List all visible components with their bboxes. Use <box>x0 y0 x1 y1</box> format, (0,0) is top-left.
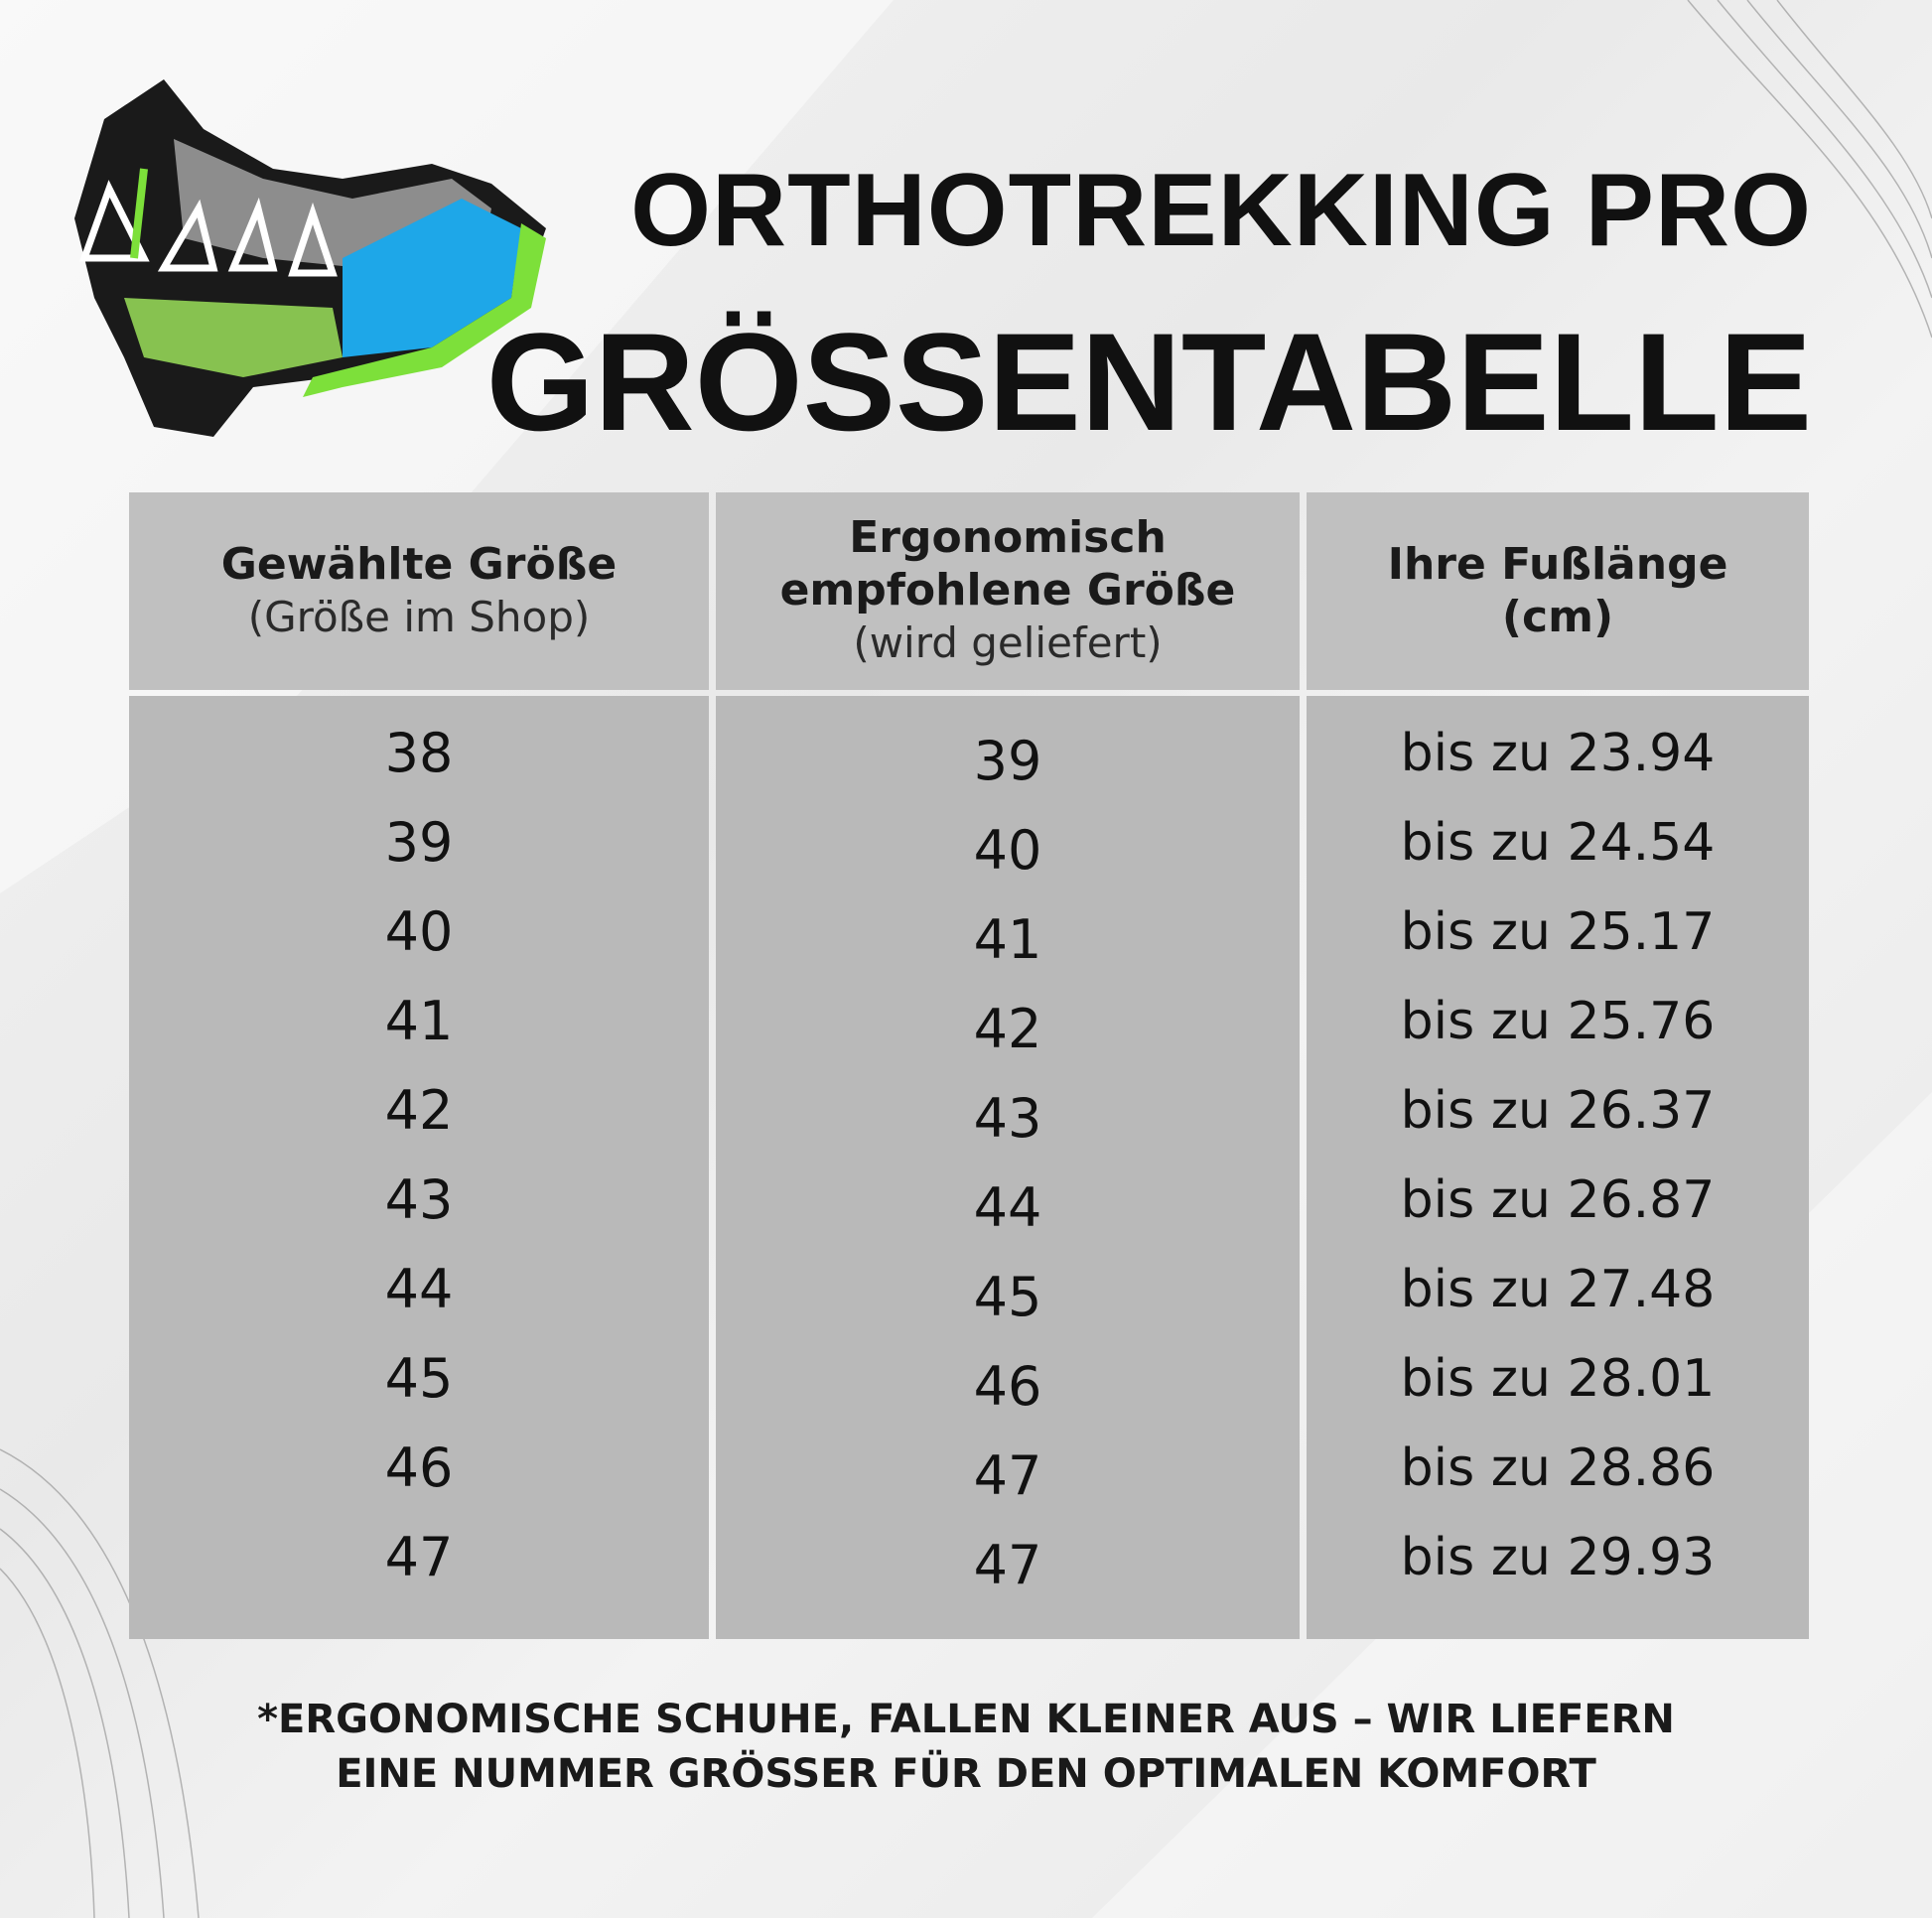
table-cell: 45 <box>973 1266 1042 1328</box>
table-cell: bis zu 29.93 <box>1400 1528 1716 1587</box>
table-cell: 44 <box>384 1258 454 1320</box>
column-header: Ihre Fußlänge (cm) <box>1307 492 1809 690</box>
table-cell: 38 <box>384 722 454 784</box>
column-title: Ergonomisch empfohlene Größe <box>779 512 1236 616</box>
column-subtitle: (Größe im Shop) <box>247 592 591 641</box>
table-cell: bis zu 28.86 <box>1400 1438 1716 1498</box>
hiking-boot-image <box>74 79 546 437</box>
title-product-name: ORTHOTREKKING PRO <box>630 153 1812 268</box>
column-foot-length: Ihre Fußlänge (cm) bis zu 23.94 bis zu 24… <box>1307 492 1809 1639</box>
table-cell: 39 <box>384 811 454 874</box>
footer-line-2: EINE NUMMER GRÖSSER FÜR DEN OPTIMALEN KO… <box>336 1751 1596 1797</box>
table-cell: bis zu 28.01 <box>1400 1349 1716 1409</box>
table-cell: 46 <box>973 1355 1042 1418</box>
table-cell: bis zu 23.94 <box>1400 724 1716 783</box>
table-cell: 40 <box>384 900 454 963</box>
table-cell: 43 <box>384 1168 454 1231</box>
table-cell: bis zu 25.17 <box>1400 902 1716 962</box>
column-header: Gewählte Größe (Größe im Shop) <box>129 492 709 690</box>
column-title: Gewählte Größe <box>220 538 618 590</box>
table-cell: 41 <box>384 990 454 1052</box>
size-table: Gewählte Größe (Größe im Shop) 38 39 40 41 4… <box>129 492 1809 1639</box>
table-cell: bis zu 24.54 <box>1400 813 1716 873</box>
footer-line-1: *ERGONOMISCHE SCHUHE, FALLEN KLEINER AUS… <box>257 1697 1675 1742</box>
table-cell: 42 <box>973 998 1042 1060</box>
table-cell: 40 <box>973 819 1042 882</box>
table-cell: 47 <box>973 1534 1042 1596</box>
table-cell: bis zu 27.48 <box>1400 1260 1716 1319</box>
column-recommended-size: Ergonomisch empfohlene Größe (wird gelie… <box>716 492 1300 1639</box>
column-subtitle: (wird geliefert) <box>853 618 1163 668</box>
table-cell: 47 <box>384 1526 454 1588</box>
table-cell: 44 <box>973 1176 1042 1239</box>
column-chosen-size: Gewählte Größe (Größe im Shop) 38 39 40 41 4… <box>129 492 709 1639</box>
table-cell: 39 <box>973 730 1042 792</box>
table-cell: 45 <box>384 1347 454 1410</box>
table-cell: bis zu 26.37 <box>1400 1081 1716 1141</box>
table-cell: 42 <box>384 1079 454 1142</box>
table-cell: bis zu 26.87 <box>1400 1170 1716 1230</box>
title-size-chart: GRÖSSENTABELLE <box>485 304 1812 460</box>
column-title: Ihre Fußlänge (cm) <box>1387 538 1728 642</box>
table-cell: 43 <box>973 1087 1042 1150</box>
table-cell: 41 <box>973 908 1042 971</box>
column-header: Ergonomisch empfohlene Größe (wird gelie… <box>716 492 1300 690</box>
footer-note: *ERGONOMISCHE SCHUHE, FALLEN KLEINER AUS… <box>0 1693 1932 1802</box>
table-cell: 46 <box>384 1437 454 1499</box>
table-cell: bis zu 25.76 <box>1400 992 1716 1051</box>
table-cell: 47 <box>973 1444 1042 1507</box>
